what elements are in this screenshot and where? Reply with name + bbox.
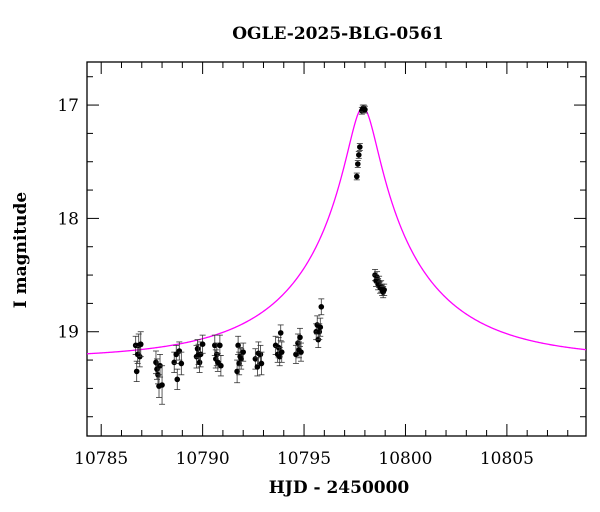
x-tick-label: 10790 [176, 449, 230, 469]
data-point [276, 353, 283, 360]
x-tick-label: 10795 [277, 449, 331, 469]
data-point [317, 324, 324, 331]
data-point [159, 382, 165, 388]
data-point [137, 341, 144, 348]
data-point [217, 342, 223, 349]
data-point [381, 287, 387, 293]
data-point [235, 342, 241, 349]
y-tick-label: 19 [57, 323, 79, 343]
data-point [234, 368, 240, 375]
chart-title: OGLE-2025-BLG-0561 [232, 24, 444, 44]
data-point [238, 356, 244, 362]
x-tick-label: 10800 [378, 449, 432, 469]
data-point [356, 152, 362, 158]
x-axis-label: HJD - 2450000 [269, 478, 410, 498]
data-point [354, 161, 361, 167]
data-point [357, 144, 363, 150]
data-point [196, 359, 203, 366]
data-point [214, 351, 220, 358]
data-point [178, 360, 185, 367]
data-point [258, 360, 265, 367]
data-point [353, 173, 360, 180]
model-curve [86, 106, 587, 355]
data-point [254, 364, 261, 370]
data-point [240, 349, 246, 355]
data-point [218, 362, 224, 369]
data-point [277, 330, 284, 336]
data-point [318, 304, 325, 310]
plot-frame [86, 61, 587, 437]
y-tick-label: 18 [57, 209, 79, 229]
data-point [211, 342, 218, 349]
y-tick-label: 17 [57, 96, 79, 116]
x-tick-label: 10785 [74, 449, 128, 469]
plot-area: 10785 10790 10795 10800 10805 17 18 19 [57, 61, 587, 469]
x-tick-label: 10805 [480, 449, 534, 469]
data-point [194, 345, 201, 352]
y-axis-label: I magnitude [11, 192, 31, 309]
data-point [293, 351, 299, 358]
data-point [133, 368, 140, 375]
data-point [174, 376, 181, 383]
data-point [297, 334, 303, 341]
data-point [298, 349, 304, 355]
data-point [278, 349, 285, 355]
data-point [362, 106, 368, 113]
data-point [199, 341, 206, 348]
